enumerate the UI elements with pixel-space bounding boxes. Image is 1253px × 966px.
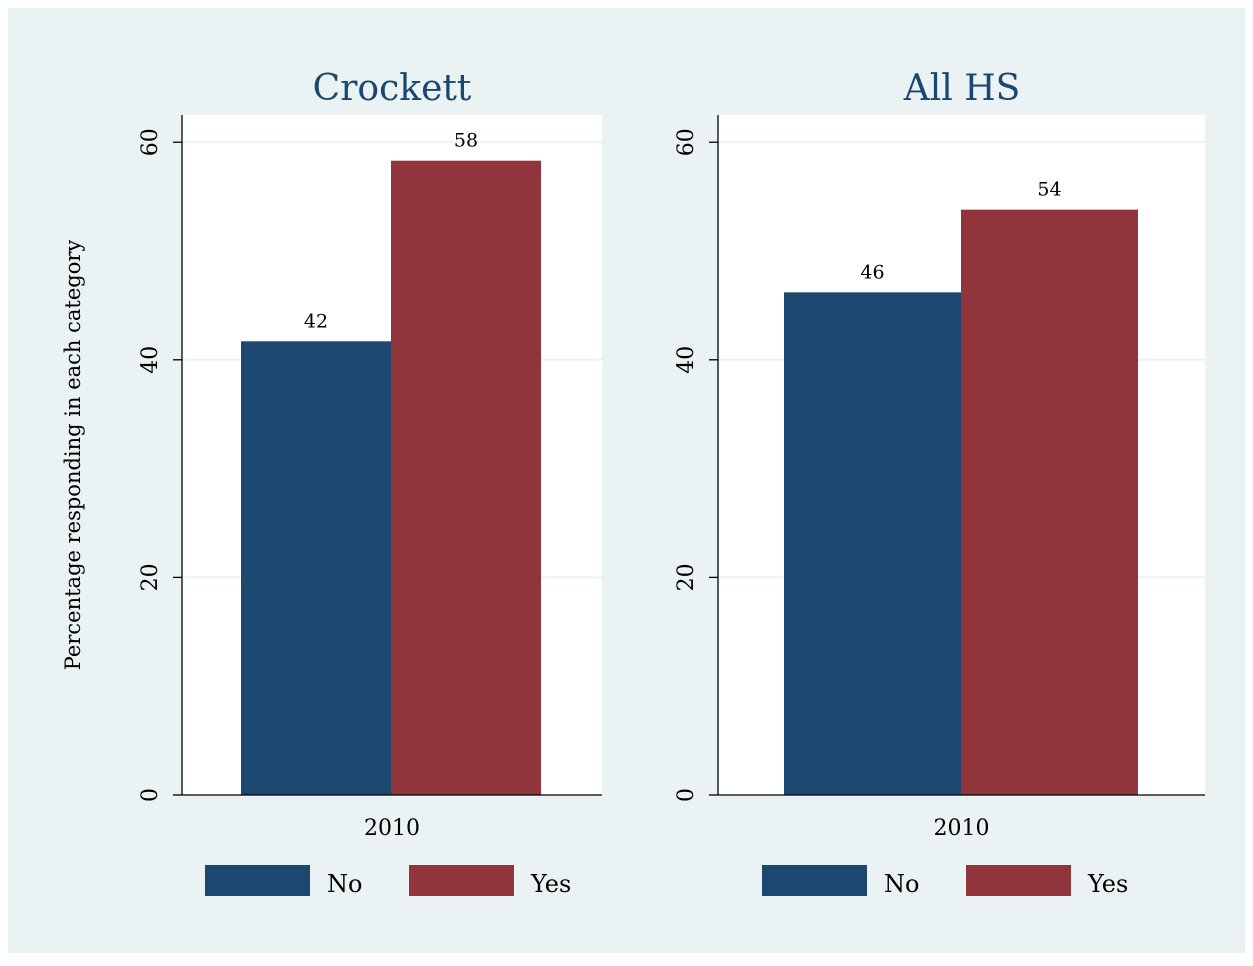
chart-title-panel-2: All HS	[903, 68, 1021, 109]
y-tick-label-60-panel-2: 60	[674, 128, 699, 156]
legend-swatch-no-panel-1	[205, 865, 310, 896]
y-tick-label-0-panel-1: 0	[138, 788, 163, 802]
chart-title-panel-1: Crockett	[313, 68, 472, 109]
legend-label-yes-panel-1: Yes	[530, 870, 571, 898]
bar-no-panel-2	[784, 292, 961, 795]
bar-yes-panel-1	[391, 160, 541, 796]
legend-label-no-panel-1: No	[327, 870, 362, 898]
legend-swatch-no-panel-2	[762, 865, 867, 896]
bar-value-label-yes-panel-2: 54	[1037, 179, 1061, 201]
y-tick-label-40-panel-1: 40	[138, 346, 163, 374]
y-tick-label-60-panel-1: 60	[138, 128, 163, 156]
x-category-label-panel-2: 2010	[934, 816, 990, 841]
bar-value-label-yes-panel-1: 58	[454, 130, 478, 152]
legend-swatch-yes-panel-2	[966, 865, 1071, 896]
y-tick-label-40-panel-2: 40	[674, 346, 699, 374]
legend-label-no-panel-2: No	[884, 870, 919, 898]
bar-value-label-no-panel-2: 46	[860, 261, 884, 283]
y-axis-label: Percentage responding in each category	[61, 240, 85, 671]
legend-swatch-yes-panel-1	[409, 865, 514, 896]
y-tick-label-20-panel-2: 20	[674, 563, 699, 591]
y-tick-label-20-panel-1: 20	[138, 563, 163, 591]
y-tick-label-0-panel-2: 0	[674, 788, 699, 802]
bar-yes-panel-2	[961, 209, 1138, 795]
x-category-label-panel-1: 2010	[364, 816, 420, 841]
bar-no-panel-1	[241, 341, 391, 795]
legend-label-yes-panel-2: Yes	[1087, 870, 1128, 898]
bar-value-label-no-panel-1: 42	[304, 310, 328, 332]
